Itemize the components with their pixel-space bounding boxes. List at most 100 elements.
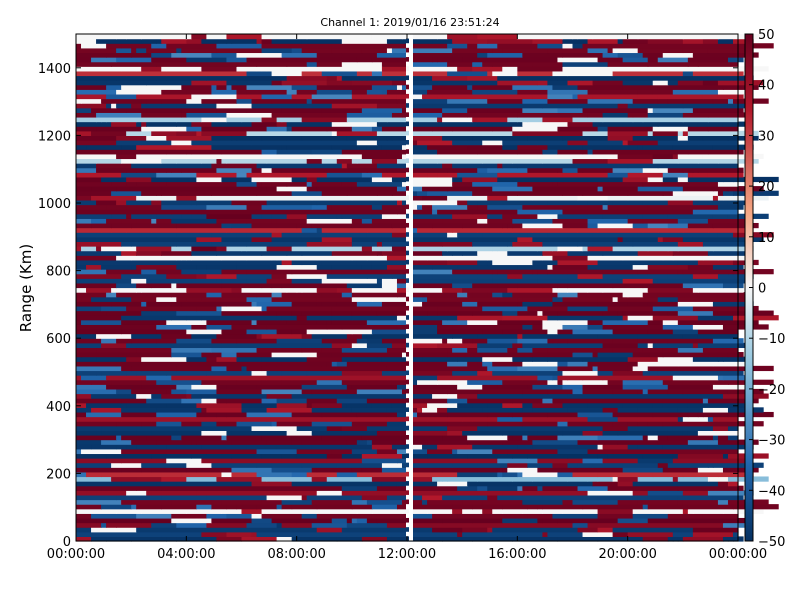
heatmap-cell <box>542 241 579 247</box>
heatmap-cell <box>682 227 709 233</box>
heatmap-cell <box>76 310 107 316</box>
heatmap-cell <box>76 126 97 132</box>
heatmap-cell <box>652 315 699 321</box>
heatmap-cell <box>537 153 574 160</box>
heatmap-cell <box>572 352 594 358</box>
heatmap-cell <box>191 199 197 206</box>
heatmap-cell <box>76 434 117 441</box>
heatmap-cell <box>216 411 228 418</box>
heatmap-cell <box>371 172 383 178</box>
data-gap-cell <box>406 232 409 237</box>
heatmap-cell <box>281 522 288 528</box>
heatmap-cell <box>517 181 554 187</box>
heatmap-cell <box>126 213 132 219</box>
heatmap-cell <box>321 434 363 441</box>
heatmap-row <box>76 264 744 270</box>
heatmap-cell <box>487 52 523 58</box>
heatmap-cell <box>371 126 383 132</box>
heatmap-cell <box>136 347 172 353</box>
heatmap-cell <box>296 305 333 312</box>
heatmap-cell <box>462 176 498 183</box>
heatmap-cell <box>81 407 92 413</box>
heatmap-cell <box>482 232 528 238</box>
heatmap-cell <box>637 499 679 505</box>
heatmap-cell <box>407 324 438 330</box>
heatmap-cell <box>201 430 228 436</box>
heatmap-cell <box>266 324 298 330</box>
heatmap-cell <box>667 471 684 478</box>
heatmap-cell <box>76 66 122 72</box>
heatmap-cell <box>261 282 273 289</box>
heatmap-cell <box>376 241 383 247</box>
heatmap-cell <box>587 149 594 155</box>
heatmap-cell <box>447 255 488 261</box>
heatmap-cell <box>632 116 644 123</box>
heatmap-cell <box>467 434 508 441</box>
heatmap-cell <box>637 476 674 482</box>
heatmap-cell <box>407 494 423 501</box>
heatmap-cell <box>366 361 403 367</box>
heatmap-cell <box>151 130 177 136</box>
heatmap-cell <box>121 398 147 404</box>
heatmap-cell <box>487 98 523 104</box>
heatmap-cell <box>381 301 408 307</box>
heatmap-cell <box>331 352 378 358</box>
heatmap-cell <box>206 70 248 77</box>
heatmap-cell <box>366 167 388 173</box>
heatmap-cell <box>391 444 408 450</box>
heatmap-cell <box>647 434 659 441</box>
heatmap-cell <box>447 259 478 266</box>
heatmap-cell <box>161 204 207 210</box>
heatmap-cell <box>622 310 669 316</box>
heatmap-cell <box>126 204 137 210</box>
heatmap-cell <box>296 517 333 524</box>
heatmap-cell <box>331 204 373 210</box>
heatmap-cell <box>702 43 734 49</box>
heatmap-cell <box>371 476 408 482</box>
heatmap-cell <box>96 167 127 173</box>
heatmap-cell <box>186 126 202 132</box>
heatmap-cell <box>562 34 574 40</box>
heatmap-cell <box>116 47 132 54</box>
heatmap-cell <box>407 89 428 95</box>
heatmap-cell <box>186 98 202 104</box>
heatmap-cell <box>597 296 614 302</box>
heatmap-cell <box>196 342 223 349</box>
heatmap-cell <box>697 84 724 90</box>
heatmap-cell <box>266 393 293 399</box>
heatmap-cell <box>296 222 313 229</box>
heatmap-cell <box>311 149 343 155</box>
heatmap-cell <box>647 494 679 501</box>
heatmap-cell <box>707 126 739 132</box>
heatmap-cell <box>361 172 373 178</box>
heatmap-cell <box>672 370 719 376</box>
heatmap-cell <box>351 513 373 519</box>
heatmap-cell <box>256 103 298 109</box>
heatmap-cell <box>236 172 248 178</box>
heatmap-cell <box>532 402 564 408</box>
heatmap-cell <box>216 167 253 173</box>
heatmap-cell <box>106 292 117 298</box>
heatmap-cell <box>442 163 453 169</box>
heatmap-cell <box>537 43 564 49</box>
heatmap-cell <box>336 393 348 399</box>
heatmap-cell <box>612 370 644 376</box>
heatmap-row <box>76 149 744 155</box>
heatmap-cell <box>407 430 448 436</box>
heatmap-cell <box>386 149 408 155</box>
heatmap-cell <box>201 398 218 404</box>
heatmap-cell <box>647 517 694 524</box>
heatmap-cell <box>401 153 408 160</box>
heatmap-row <box>76 310 774 316</box>
heatmap-cell <box>216 388 263 395</box>
heatmap-cell <box>131 338 157 344</box>
heatmap-cell <box>306 315 333 321</box>
heatmap-cell <box>141 66 162 72</box>
heatmap-cell <box>261 34 308 40</box>
heatmap-cell <box>151 416 197 422</box>
heatmap-cell <box>156 209 172 215</box>
heatmap-cell <box>427 448 453 455</box>
heatmap-cell <box>401 462 408 468</box>
heatmap-cell <box>101 522 107 528</box>
heatmap-cell <box>532 236 569 243</box>
